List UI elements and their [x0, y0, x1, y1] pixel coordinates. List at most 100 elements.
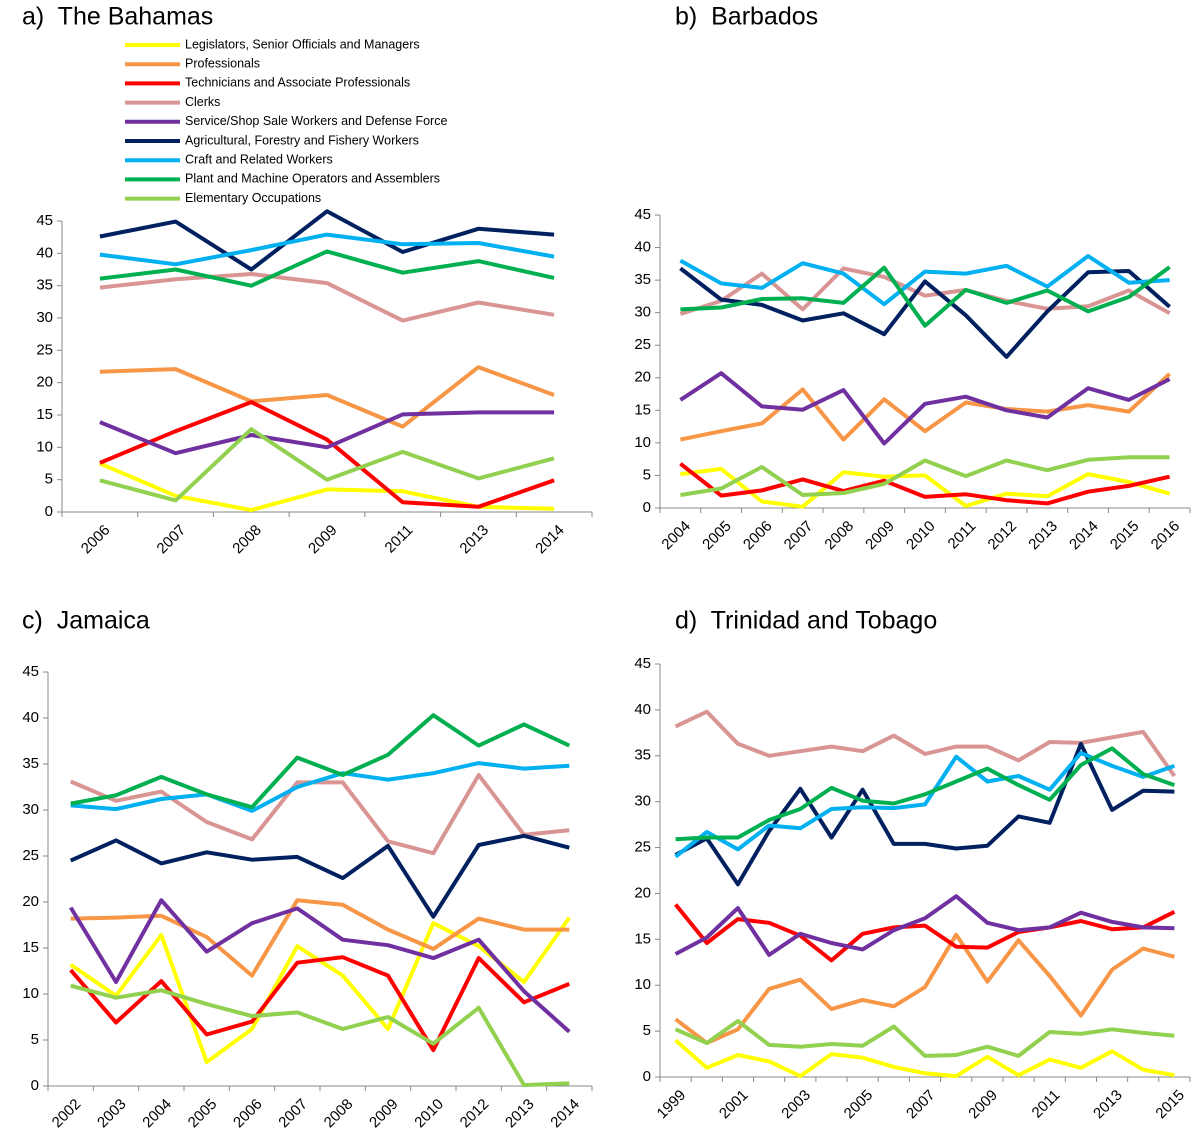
- series-line: [675, 746, 1176, 842]
- x-tick-label: 2015: [1107, 518, 1143, 554]
- y-tick-label: 15: [634, 401, 651, 418]
- x-tick-label: 2004: [139, 1096, 175, 1132]
- y-tick-label: 45: [634, 206, 651, 223]
- series-line: [680, 466, 1171, 509]
- x-tick-label: 2014: [547, 1096, 583, 1132]
- series-line: [70, 983, 570, 1088]
- y-tick-label: 0: [31, 1077, 39, 1094]
- series-line: [99, 427, 555, 503]
- x-tick-label: 2005: [185, 1096, 221, 1132]
- x-tick-label: 2008: [321, 1096, 357, 1132]
- chart-title: c) Jamaica: [22, 607, 150, 635]
- legend-label: Clerks: [185, 95, 220, 109]
- y-tick-label: 35: [22, 755, 39, 772]
- y-tick-label: 25: [634, 839, 651, 856]
- y-tick-label: 25: [634, 336, 651, 353]
- x-tick-label: 2012: [457, 1096, 493, 1132]
- x-tick-label: 2014: [532, 522, 568, 558]
- y-tick-label: 40: [634, 239, 651, 256]
- x-tick-label: 2005: [841, 1087, 877, 1123]
- chart-title: d) Trinidad and Tobago: [675, 607, 937, 635]
- series-line: [99, 232, 555, 267]
- x-tick-label: 2008: [821, 518, 857, 554]
- legend-label: Elementary Occupations: [185, 191, 321, 205]
- x-tick-label: 2007: [275, 1096, 311, 1132]
- x-tick-label: 2009: [366, 1096, 402, 1132]
- series-line: [674, 932, 1175, 1045]
- series-line: [99, 410, 555, 456]
- series-line: [679, 462, 1171, 506]
- series-line: [674, 903, 1176, 963]
- chart-title: a) The Bahamas: [22, 3, 213, 31]
- x-tick-label: 2009: [305, 522, 341, 558]
- series-line: [68, 898, 571, 1034]
- series-line: [679, 372, 1171, 442]
- x-tick-label: 2011: [382, 522, 417, 557]
- y-tick-label: 25: [22, 847, 39, 864]
- y-tick-label: 20: [22, 893, 39, 910]
- series-line: [674, 741, 1175, 887]
- x-tick-label: 2006: [740, 518, 776, 554]
- y-tick-label: 10: [634, 976, 651, 993]
- y-tick-label: 5: [45, 471, 53, 488]
- x-tick-label: 2006: [230, 1096, 266, 1132]
- series-line: [99, 209, 555, 272]
- x-tick-label: 2013: [1090, 1087, 1126, 1123]
- y-tick-label: 0: [643, 1068, 651, 1085]
- x-tick-label: 2002: [49, 1096, 85, 1132]
- x-tick-label: 2003: [778, 1087, 814, 1123]
- series-line: [679, 371, 1171, 446]
- x-tick-label: 2004: [658, 518, 694, 554]
- x-tick-label: 2014: [1066, 518, 1102, 554]
- series-line: [99, 272, 555, 323]
- series-line: [70, 761, 570, 813]
- y-tick-label: 45: [36, 212, 53, 229]
- legend-label: Agricultural, Forestry and Fishery Worke…: [185, 133, 419, 147]
- series-line: [674, 751, 1176, 859]
- x-tick-label: 2009: [862, 518, 898, 554]
- x-tick-label: 2007: [781, 518, 817, 554]
- x-tick-label: 2005: [699, 518, 735, 554]
- y-tick-label: 40: [634, 701, 651, 718]
- x-tick-label: 2012: [985, 518, 1021, 554]
- x-tick-label: 2013: [1025, 518, 1061, 554]
- y-tick-label: 20: [634, 884, 651, 901]
- x-tick-label: 2010: [411, 1096, 447, 1132]
- series-line: [70, 898, 570, 978]
- y-tick-label: 5: [643, 466, 651, 483]
- y-tick-label: 20: [634, 369, 651, 386]
- y-tick-label: 0: [45, 503, 53, 520]
- series-line: [680, 265, 1171, 328]
- y-tick-label: 30: [22, 801, 39, 818]
- series-line: [680, 455, 1170, 497]
- x-tick-label: 2001: [716, 1087, 752, 1123]
- x-tick-label: 2015: [1152, 1087, 1188, 1123]
- y-tick-label: 5: [31, 1031, 39, 1048]
- x-tick-label: 2003: [94, 1096, 130, 1132]
- y-tick-label: 30: [36, 309, 53, 326]
- series-line: [69, 916, 571, 1065]
- y-tick-label: 35: [634, 271, 651, 288]
- x-tick-label: 2013: [456, 522, 492, 558]
- series-line: [69, 955, 571, 1053]
- legend-label: Technicians and Associate Professionals: [185, 76, 410, 90]
- series-line: [674, 709, 1177, 778]
- y-tick-label: 10: [634, 434, 651, 451]
- x-tick-label: 2011: [945, 518, 980, 553]
- y-tick-label: 15: [634, 930, 651, 947]
- y-tick-label: 15: [36, 406, 53, 423]
- series-line: [99, 249, 555, 288]
- x-tick-label: 2007: [903, 1087, 939, 1123]
- y-tick-label: 30: [634, 304, 651, 321]
- x-tick-label: 1999: [654, 1087, 690, 1123]
- y-tick-label: 40: [22, 709, 39, 726]
- series-line: [674, 1019, 1175, 1058]
- legend-label: Professionals: [185, 56, 260, 70]
- y-tick-label: 45: [22, 663, 39, 680]
- series-line: [674, 1038, 1175, 1079]
- legend-label: Plant and Machine Operators and Assemble…: [185, 172, 440, 186]
- y-tick-label: 10: [36, 438, 53, 455]
- legend-label: Service/Shop Sale Workers and Defense Fo…: [185, 114, 447, 128]
- x-tick-label: 2010: [903, 518, 939, 554]
- y-tick-label: 15: [22, 939, 39, 956]
